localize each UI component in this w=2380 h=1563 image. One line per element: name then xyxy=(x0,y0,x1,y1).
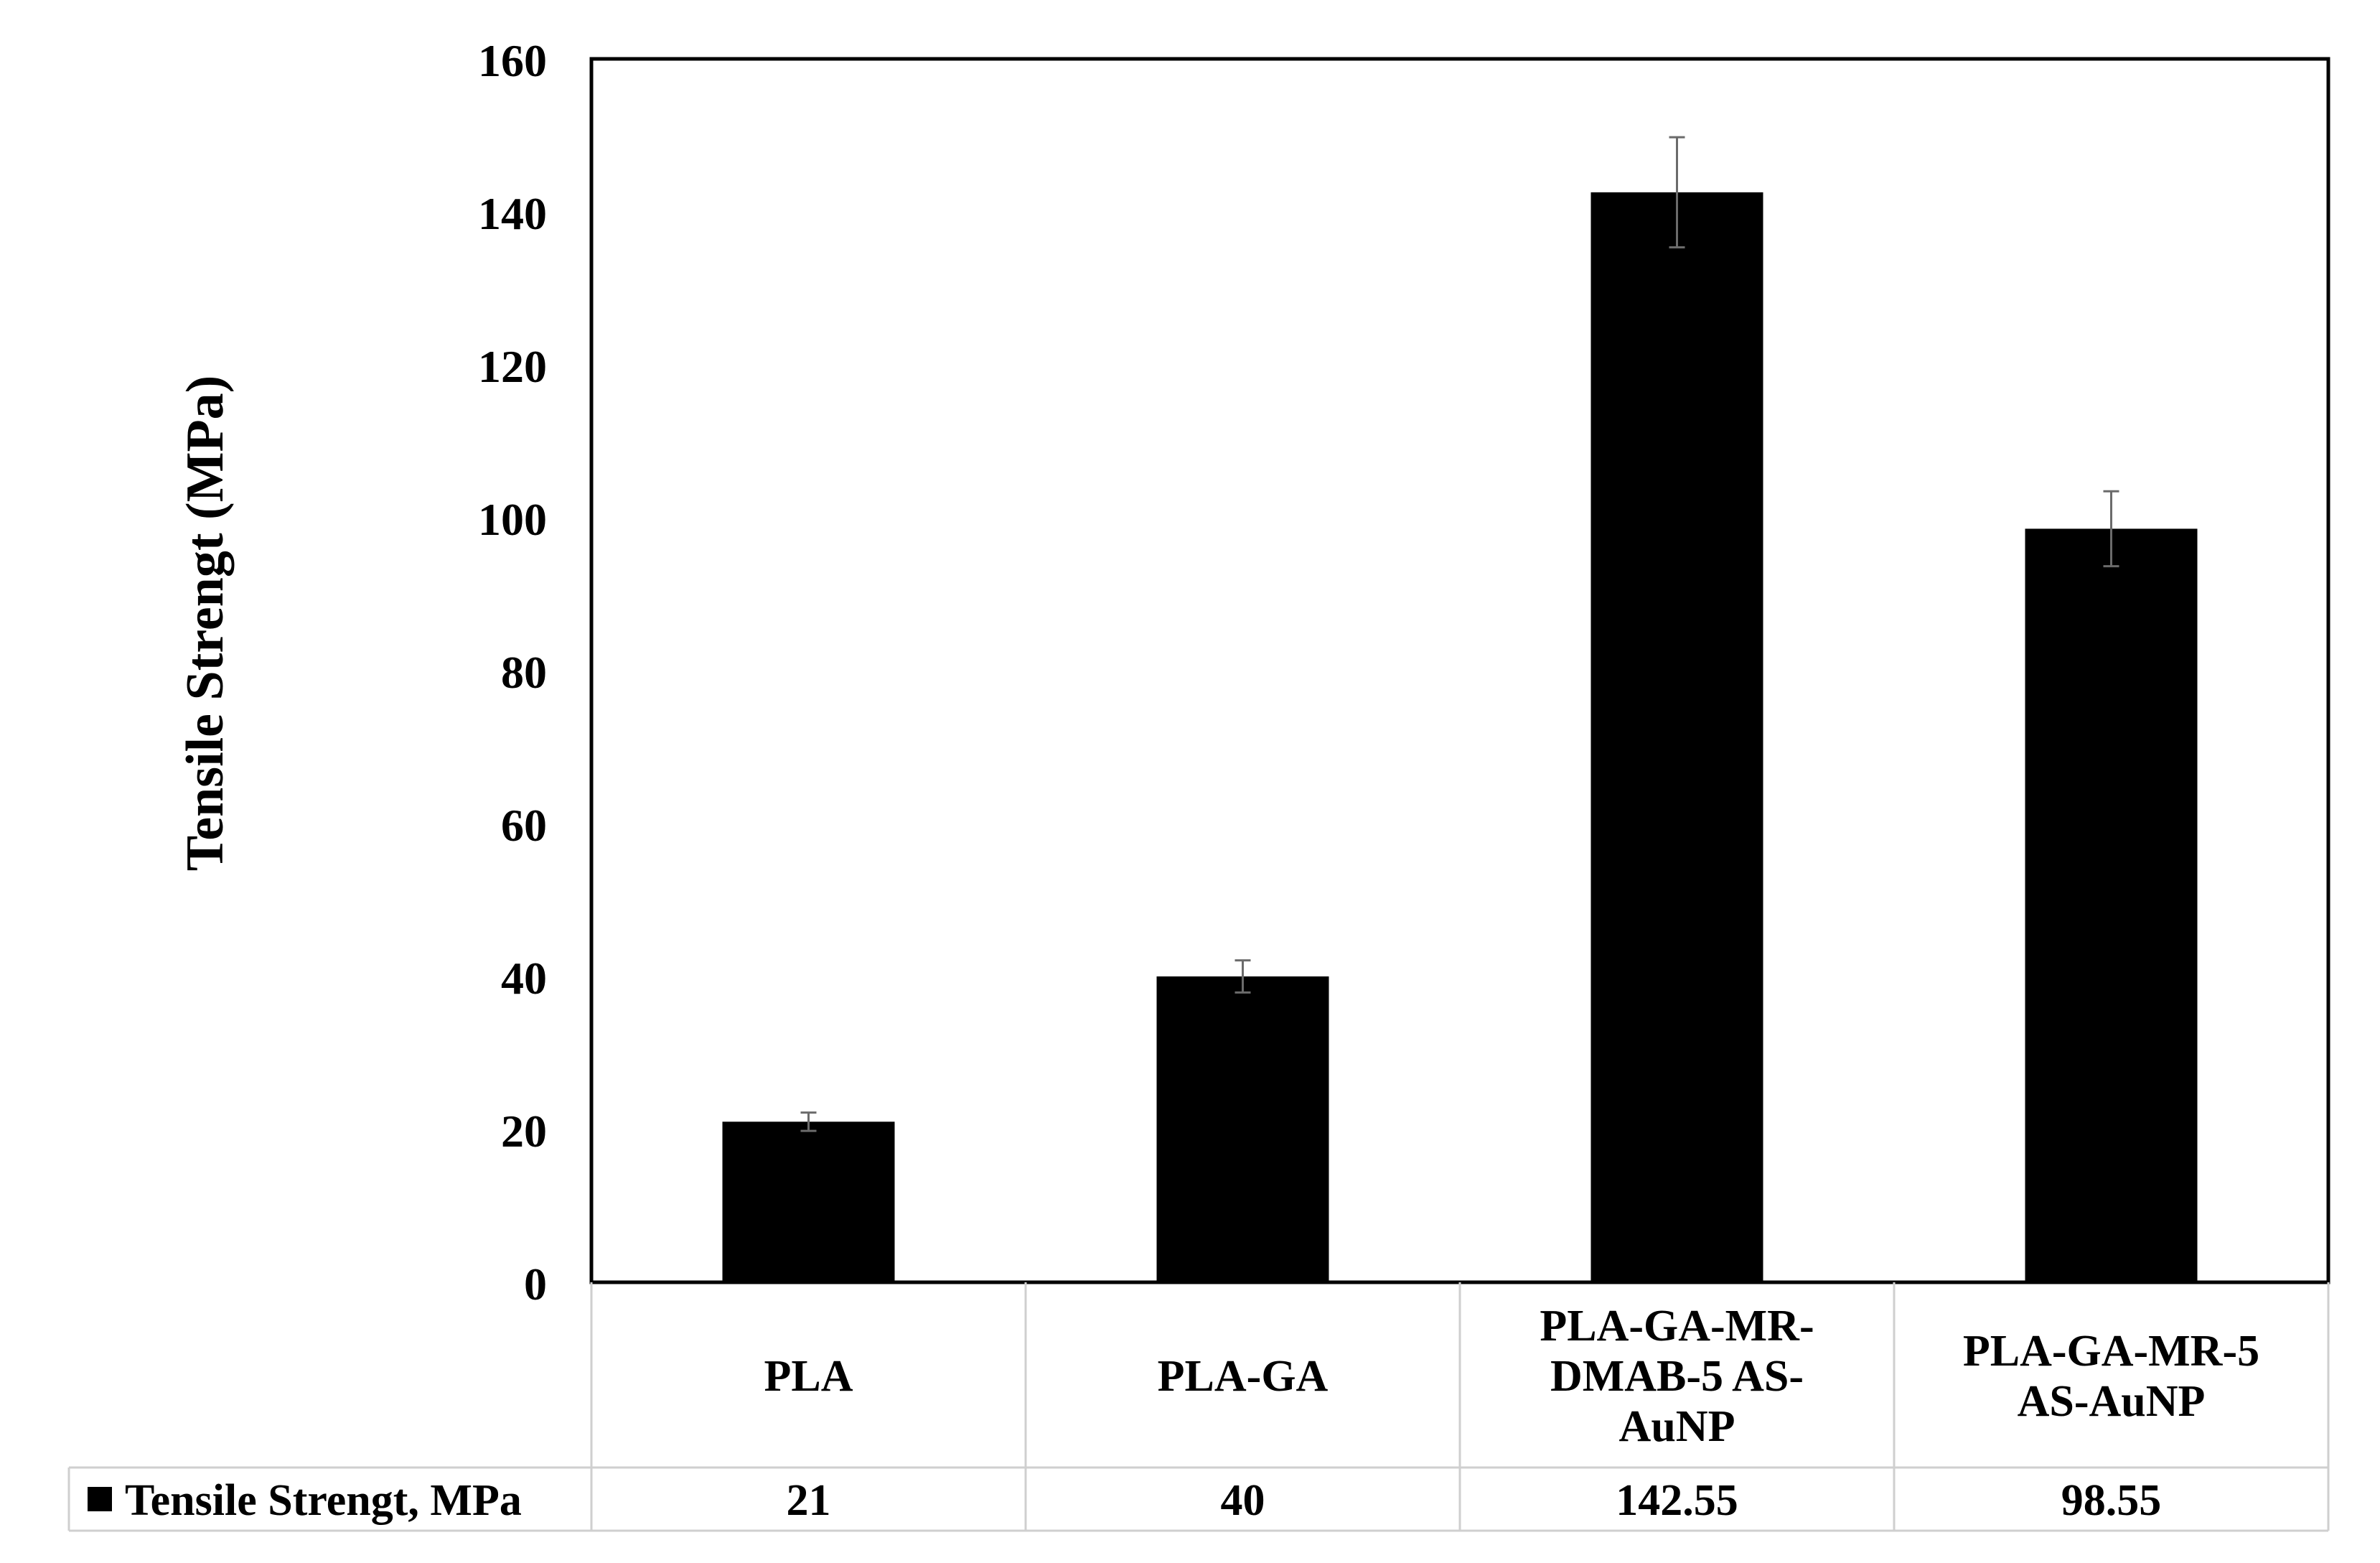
y-tick-label: 160 xyxy=(478,35,547,86)
data-table-value: 142.55 xyxy=(1616,1476,1738,1525)
legend-key xyxy=(88,1487,112,1511)
x-category-label: PLA xyxy=(764,1352,853,1401)
y-axis-label: Tensile Strengt (MPa) xyxy=(176,375,235,872)
y-tick-label: 0 xyxy=(524,1259,547,1310)
y-tick-label: 120 xyxy=(478,341,547,392)
bar xyxy=(1156,976,1329,1282)
y-tick-label: 140 xyxy=(478,188,547,239)
x-category-label: AuNP xyxy=(1619,1402,1735,1451)
x-category-label: PLA-GA-MR-5 xyxy=(1963,1327,2259,1376)
bar xyxy=(722,1121,895,1282)
error-bars xyxy=(800,136,2119,1132)
x-category-label: AS-AuNP xyxy=(2018,1377,2206,1426)
y-tick-label: 80 xyxy=(501,647,547,698)
legend-label: Tensile Strengt, MPa xyxy=(125,1476,522,1525)
bar xyxy=(1590,192,1763,1282)
data-table-value: 98.55 xyxy=(2061,1476,2162,1525)
data-table-value: 21 xyxy=(787,1476,831,1525)
y-tick-labels: 0 20 40 60 80 100 120 140 160 xyxy=(478,35,547,1310)
bars xyxy=(722,192,2198,1282)
y-tick-label: 60 xyxy=(501,800,547,851)
y-tick-label: 40 xyxy=(501,953,547,1004)
y-tick-label: 100 xyxy=(478,494,547,545)
data-table-value: 40 xyxy=(1221,1476,1265,1525)
y-tick-label: 20 xyxy=(501,1106,547,1157)
x-category-label: PLA-GA xyxy=(1158,1352,1329,1401)
x-category-label: PLA-GA-MR- xyxy=(1540,1302,1814,1350)
data-table: PLA PLA-GA PLA-GA-MR-DMAB-5 AS-AuNP PLA-GA-… xyxy=(67,1282,2330,1532)
x-category-label: DMAB-5 AS- xyxy=(1550,1352,1804,1401)
bar xyxy=(2025,528,2198,1282)
